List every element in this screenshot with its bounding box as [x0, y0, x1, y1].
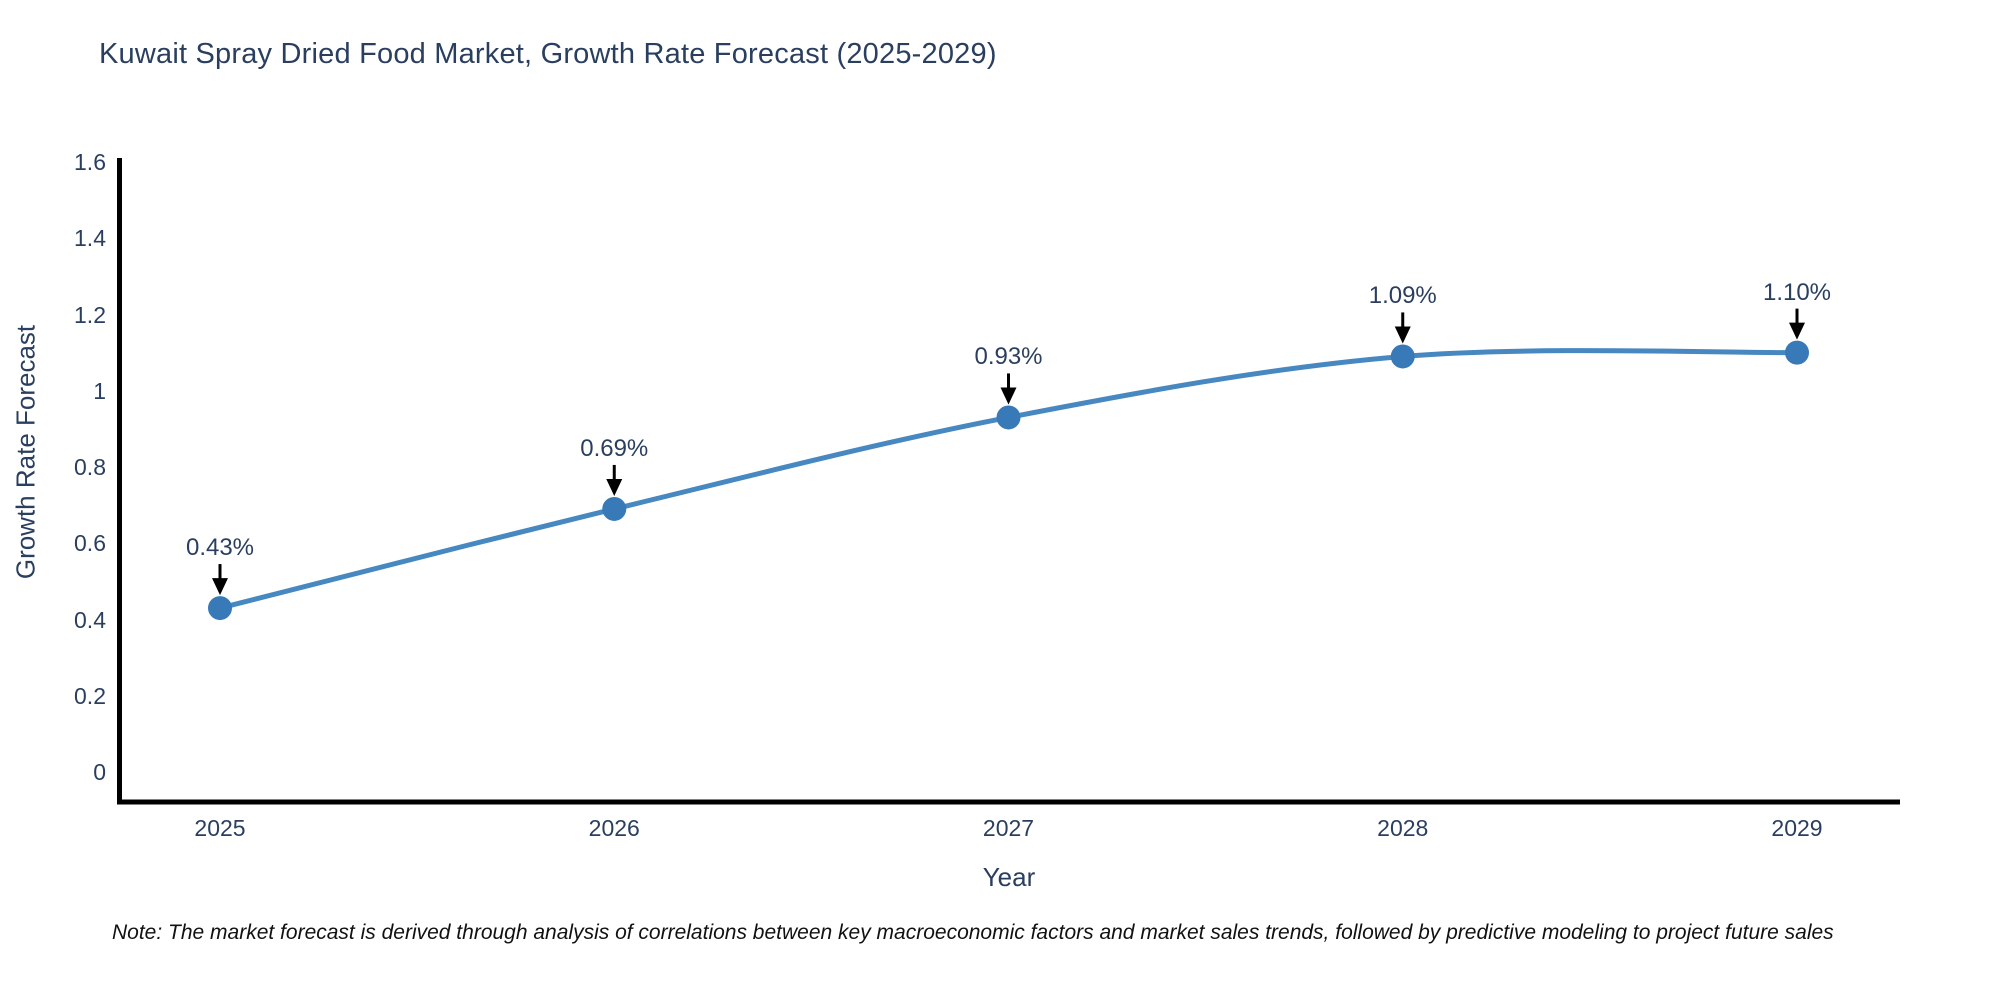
annotation-arrowhead-icon — [1394, 326, 1411, 344]
annotation-arrowhead-icon — [212, 578, 228, 596]
x-tick-label: 2027 — [982, 815, 1035, 841]
point-annotation-label: 0.93% — [974, 343, 1043, 371]
point-annotation-label: 0.43% — [185, 534, 255, 562]
data-point-marker — [996, 405, 1021, 430]
annotation-arrowhead-icon — [606, 478, 623, 496]
x-tick-label: 2029 — [1771, 815, 1823, 841]
y-tick-label: 1.6 — [74, 149, 106, 175]
y-tick-label: 0.4 — [74, 606, 106, 633]
data-point-marker — [208, 596, 232, 621]
x-axis-title: Year — [982, 862, 1036, 892]
x-tick-label: 2025 — [194, 815, 246, 841]
y-tick-label: 1.2 — [74, 301, 106, 328]
data-point-marker — [1785, 340, 1809, 365]
y-tick-label: 0.2 — [74, 682, 106, 709]
y-tick-label: 1 — [93, 377, 106, 404]
y-tick-label: 1.4 — [74, 225, 106, 252]
y-tick-label: 0.6 — [74, 530, 106, 557]
data-point-marker — [1390, 344, 1415, 369]
point-annotation-label: 1.10% — [1762, 278, 1832, 306]
x-tick-label: 2026 — [588, 815, 640, 841]
point-annotation-label: 1.09% — [1368, 282, 1437, 310]
annotation-arrowhead-icon — [1789, 322, 1805, 340]
y-tick-label: 0.8 — [74, 454, 106, 480]
point-annotation-label: 0.69% — [580, 434, 649, 462]
footnote: Note: The market forecast is derived thr… — [112, 921, 1834, 944]
y-axis-title: Growth Rate Forecast — [10, 324, 41, 580]
annotation-arrowhead-icon — [1000, 387, 1017, 405]
x-tick-label: 2028 — [1377, 815, 1429, 841]
data-point-marker — [602, 496, 627, 521]
chart-title: Kuwait Spray Dried Food Market, Growth R… — [99, 38, 997, 70]
y-tick-label: 0 — [93, 759, 106, 785]
